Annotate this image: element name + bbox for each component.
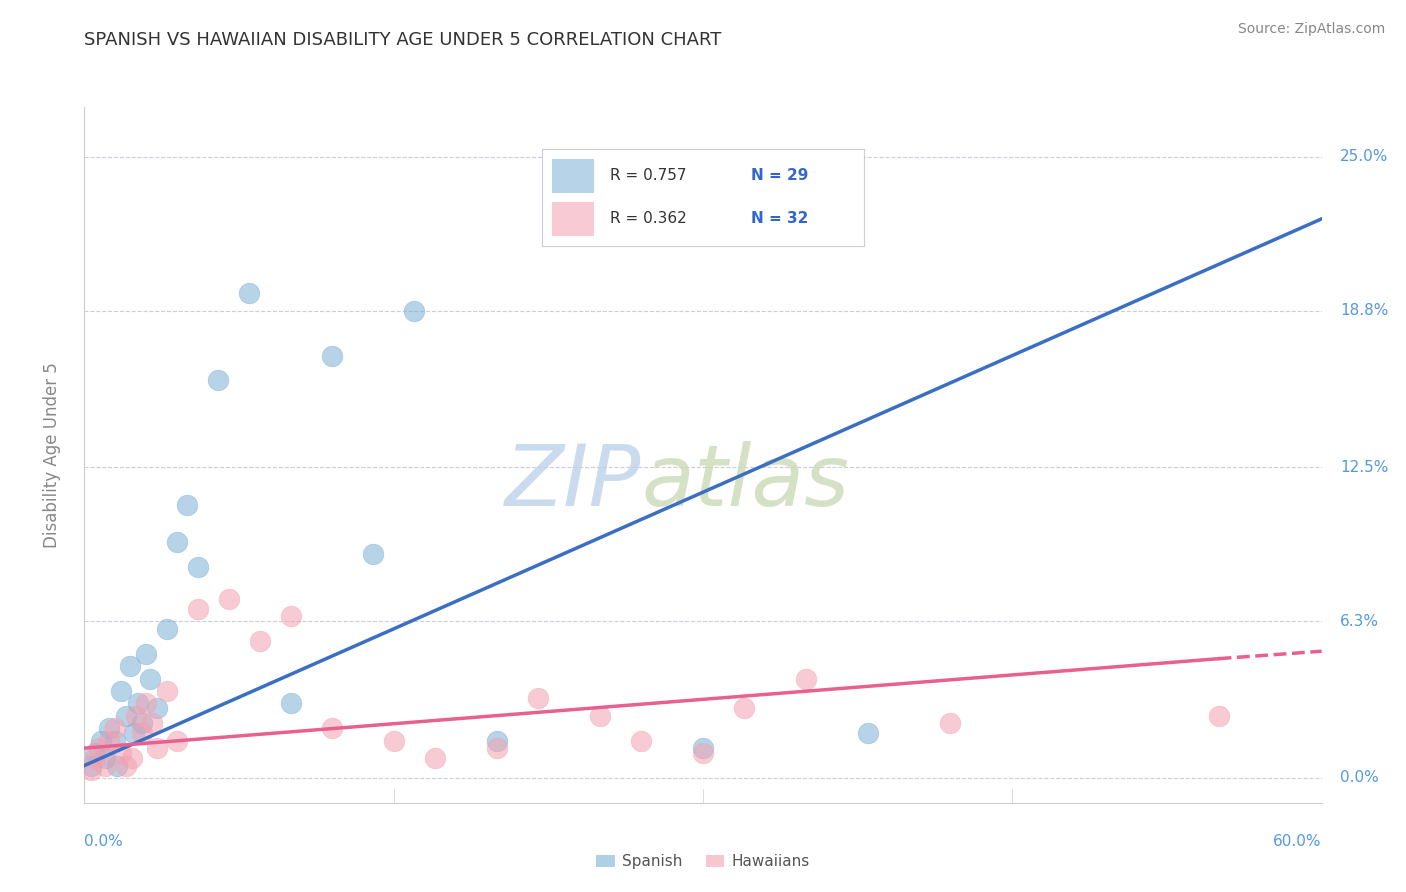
Point: [249, 634, 271, 648]
Point: [238, 286, 260, 301]
Point: [135, 697, 157, 711]
Point: [485, 733, 508, 747]
Text: 25.0%: 25.0%: [1340, 149, 1389, 164]
Point: [79, 758, 101, 772]
Point: [794, 672, 817, 686]
Point: [94, 758, 117, 772]
Point: [104, 733, 127, 747]
Point: [207, 373, 229, 387]
Point: [321, 721, 343, 735]
Point: [166, 733, 188, 747]
Point: [280, 697, 302, 711]
Point: [139, 672, 162, 686]
Point: [382, 733, 405, 747]
Text: 0.0%: 0.0%: [84, 834, 124, 849]
Point: [141, 716, 163, 731]
Point: [156, 684, 179, 698]
Point: [630, 733, 652, 747]
Text: 0.0%: 0.0%: [1340, 771, 1379, 786]
Point: [131, 716, 153, 731]
Point: [118, 659, 141, 673]
Point: [856, 726, 879, 740]
Text: 60.0%: 60.0%: [1274, 834, 1322, 849]
Text: Source: ZipAtlas.com: Source: ZipAtlas.com: [1237, 22, 1385, 37]
Point: [361, 547, 384, 561]
Point: [166, 535, 188, 549]
Point: [187, 602, 209, 616]
Point: [98, 733, 121, 747]
Point: [527, 691, 550, 706]
Point: [1208, 708, 1230, 723]
Point: [125, 708, 148, 723]
Point: [114, 708, 136, 723]
Text: 6.3%: 6.3%: [1340, 614, 1379, 629]
Text: ZIP: ZIP: [505, 442, 641, 524]
Point: [110, 746, 132, 760]
Point: [145, 741, 167, 756]
Y-axis label: Disability Age Under 5: Disability Age Under 5: [42, 362, 60, 548]
Point: [733, 701, 755, 715]
Point: [692, 741, 714, 756]
Point: [131, 726, 153, 740]
Point: [939, 716, 962, 731]
Point: [122, 726, 145, 740]
Point: [121, 751, 143, 765]
Point: [83, 746, 105, 760]
Point: [98, 721, 121, 735]
Point: [176, 498, 198, 512]
Point: [87, 741, 110, 756]
Point: [280, 609, 302, 624]
Point: [79, 764, 101, 778]
Point: [423, 751, 446, 765]
Point: [90, 733, 112, 747]
Point: [83, 751, 105, 765]
Point: [692, 746, 714, 760]
Point: [94, 751, 117, 765]
Point: [114, 758, 136, 772]
Point: [485, 741, 508, 756]
Legend: Spanish, Hawaiians: Spanish, Hawaiians: [591, 848, 815, 875]
Point: [187, 559, 209, 574]
Text: SPANISH VS HAWAIIAN DISABILITY AGE UNDER 5 CORRELATION CHART: SPANISH VS HAWAIIAN DISABILITY AGE UNDER…: [84, 31, 721, 49]
Point: [589, 708, 612, 723]
Text: 12.5%: 12.5%: [1340, 460, 1389, 475]
Point: [145, 701, 167, 715]
Point: [156, 622, 179, 636]
Point: [127, 697, 149, 711]
Point: [110, 684, 132, 698]
Text: 18.8%: 18.8%: [1340, 303, 1389, 318]
Point: [104, 721, 127, 735]
Point: [404, 303, 426, 318]
Point: [105, 758, 128, 772]
Point: [321, 349, 343, 363]
Point: [135, 647, 157, 661]
Point: [218, 592, 240, 607]
Text: atlas: atlas: [641, 442, 849, 524]
